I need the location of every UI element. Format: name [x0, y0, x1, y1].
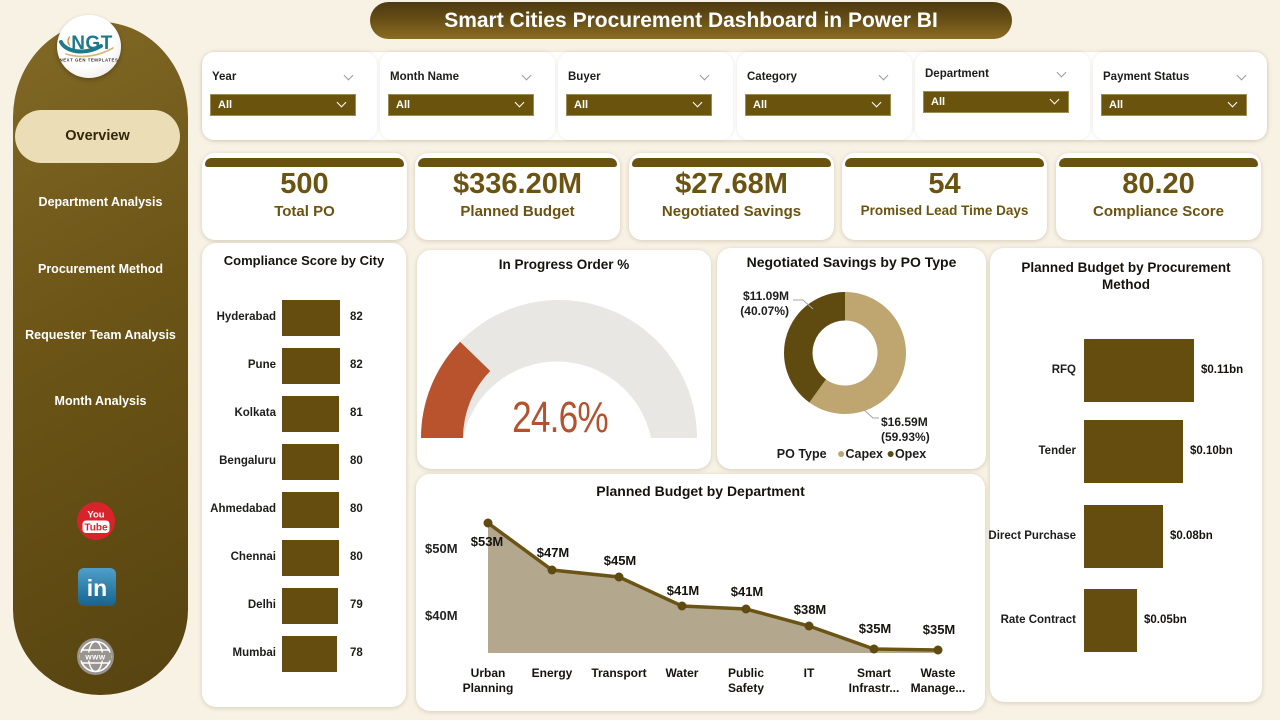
svg-text:in: in [87, 575, 107, 601]
svg-text:NEXT GEN TEMPLATES: NEXT GEN TEMPLATES [60, 57, 119, 62]
svg-text:You: You [87, 510, 104, 521]
svg-text:NGT: NGT [71, 33, 113, 54]
svg-text:www: www [84, 653, 105, 662]
svg-text:Tube: Tube [84, 523, 108, 534]
